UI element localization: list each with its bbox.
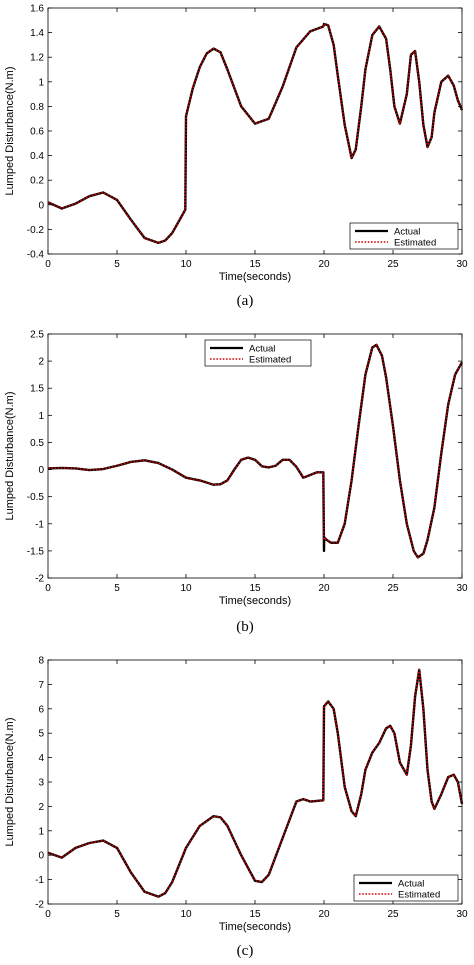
y-tick-label: 0.2	[30, 176, 44, 187]
x-tick-label: 30	[456, 909, 468, 920]
x-axis-label: Time(seconds)	[219, 595, 291, 607]
y-tick-label: 2	[38, 357, 44, 368]
y-tick-label: 2.5	[30, 330, 44, 341]
y-tick-label: -0.5	[27, 492, 45, 503]
y-tick-label: 4	[38, 753, 44, 764]
x-tick-label: 0	[45, 259, 51, 270]
x-axis-label: Time(seconds)	[219, 271, 291, 283]
series-line-estimated	[47, 344, 463, 559]
x-tick-label: 15	[249, 583, 261, 594]
legend-label-estimated: Estimated	[249, 355, 291, 366]
y-tick-label: 1	[38, 826, 44, 837]
series-line-estimated	[47, 668, 463, 898]
chart-1: 0 5 10 15 20 25 30 -0.4 -0.2 0 0.2 0.4 0.6 0.8 1 1.2 1.4…	[4, 4, 468, 310]
axes-box	[47, 659, 463, 905]
legend-box	[204, 339, 312, 367]
y-tick-label: 1	[38, 411, 44, 422]
y-tick-label: -1	[35, 519, 44, 530]
x-tick-label: 0	[45, 583, 51, 594]
series-line-estimated	[47, 23, 463, 244]
y-tick-label: 1.5	[30, 384, 44, 395]
series-line-actual	[47, 668, 464, 898]
y-tick-label: 0.5	[30, 438, 44, 449]
x-tick-label: 20	[318, 583, 330, 594]
x-tick-label: 0	[45, 909, 51, 920]
y-tick-label: -2	[35, 574, 44, 585]
legend-label-actual: Actual	[249, 344, 275, 355]
y-tick-label: 1.4	[30, 28, 44, 39]
legend-box	[353, 874, 459, 902]
y-tick-label: 5	[38, 729, 44, 740]
y-tick-label: 0.4	[30, 151, 44, 162]
x-tick-label: 10	[180, 583, 192, 594]
x-tick-label: 5	[114, 259, 120, 270]
y-axis-label: Lumped Disturbance(N.m)	[4, 392, 16, 521]
legend-label-estimated: Estimated	[394, 238, 436, 249]
x-tick-label: 15	[249, 259, 261, 270]
legend-label-actual: Actual	[394, 227, 420, 238]
y-tick-label: 7	[38, 680, 44, 691]
x-tick-label: 30	[456, 583, 468, 594]
y-tick-label: -1.5	[27, 546, 45, 557]
y-tick-label: -0.2	[27, 225, 45, 236]
figure-caption: (c)	[237, 943, 254, 959]
axes-box	[47, 333, 463, 579]
y-tick-label: 2	[38, 802, 44, 813]
x-tick-label: 15	[249, 909, 261, 920]
y-tick-label: -0.4	[27, 250, 45, 261]
y-tick-label: 0.8	[30, 102, 44, 113]
series-line-actual	[47, 343, 464, 559]
x-tick-label: 10	[180, 909, 192, 920]
x-tick-label: 25	[387, 583, 399, 594]
y-tick-label: 1	[38, 77, 44, 88]
y-tick-label: 1.6	[30, 4, 44, 15]
figure-caption: (b)	[236, 619, 254, 635]
y-tick-label: -1	[35, 875, 44, 886]
y-axis-label: Lumped Disturbance(N.m)	[4, 718, 16, 847]
y-tick-label: 0	[38, 465, 44, 476]
y-tick-label: 0	[38, 851, 44, 862]
chart-3: 0 5 10 15 20 25 30 -2 -1 0 1 2 3 4 5 6 7 8 Time(seconds) Lu…	[4, 656, 468, 960]
chart-2: 0 5 10 15 20 25 30 -2 -1.5 -1 -0.5 0 0.5 1 1.5 2 2.5 Time…	[4, 330, 468, 636]
y-tick-label: 0.6	[30, 127, 44, 138]
y-tick-label: -2	[35, 900, 44, 911]
y-tick-label: 8	[38, 656, 44, 667]
y-axis-label: Lumped Disturbance(N.m)	[4, 67, 16, 196]
y-tick-label: 0	[38, 200, 44, 211]
axes-box	[47, 7, 463, 255]
x-tick-label: 20	[318, 259, 330, 270]
y-tick-label: 3	[38, 778, 44, 789]
x-axis-label: Time(seconds)	[219, 921, 291, 933]
x-tick-label: 5	[114, 583, 120, 594]
x-tick-label: 5	[114, 909, 120, 920]
x-tick-label: 20	[318, 909, 330, 920]
legend-box	[349, 222, 459, 250]
legend-label-estimated: Estimated	[398, 890, 440, 901]
x-tick-label: 25	[387, 909, 399, 920]
series-line-actual	[47, 22, 464, 245]
legend-label-actual: Actual	[398, 879, 424, 890]
x-tick-label: 25	[387, 259, 399, 270]
x-tick-label: 10	[180, 259, 192, 270]
figure-caption: (a)	[237, 293, 254, 309]
y-tick-label: 1.2	[30, 53, 44, 64]
x-tick-label: 30	[456, 259, 468, 270]
y-tick-label: 6	[38, 704, 44, 715]
